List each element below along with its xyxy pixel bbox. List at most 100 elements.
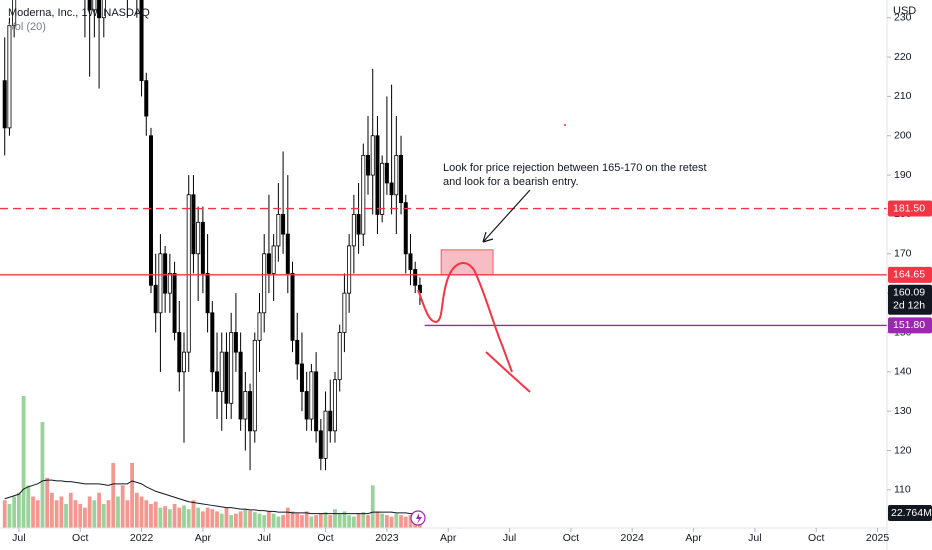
volume-bar (167, 509, 172, 528)
annotation-line: Look for price rejection between 165-170… (443, 162, 707, 174)
candle-body (219, 351, 224, 392)
candle-body (224, 351, 229, 404)
volume-bar (285, 507, 290, 528)
volume-bar (257, 513, 262, 528)
candle-body (200, 221, 205, 274)
candle-body (403, 202, 408, 255)
volume-pane (2, 396, 422, 528)
volume-ma (4, 479, 420, 515)
y-tick-label: 220 (894, 51, 912, 63)
y-tick-label: 170 (894, 248, 912, 260)
x-tick-label: Jul (748, 532, 761, 544)
level-label: 164.65 (893, 269, 925, 281)
candle-body (186, 194, 191, 353)
candle-body (229, 332, 234, 404)
level-label-box (888, 200, 932, 217)
y-tick-label: 110 (894, 484, 911, 496)
volume-bar (40, 422, 45, 528)
volume-bar (7, 503, 12, 528)
candle-body (144, 80, 149, 117)
volume-bar (403, 516, 408, 528)
annotation-arrow (482, 189, 531, 243)
volume-bar (342, 511, 347, 528)
candle-body (12, 0, 17, 26)
x-tick-label: Oct (808, 532, 824, 544)
candle-body (163, 253, 168, 294)
volume-bar (276, 516, 281, 528)
candle-body (389, 182, 394, 196)
annotation-line: and look for a bearish entry. (443, 176, 579, 188)
volume-bar (384, 515, 389, 528)
y-tick-label: 140 (894, 366, 912, 378)
candle-body (238, 351, 243, 420)
candle-body (276, 214, 281, 247)
candle-body (394, 155, 399, 196)
y-tick-label: 190 (894, 169, 912, 181)
candle-body (153, 284, 158, 314)
candle-body (191, 194, 196, 255)
volume-bar (196, 507, 201, 528)
candle-body (97, 0, 102, 19)
volume-bar (134, 492, 139, 528)
volume-bar (172, 503, 177, 528)
volume-bar (2, 500, 7, 528)
volume-bar (262, 515, 267, 528)
candle-body (248, 391, 253, 432)
candle-body (285, 233, 290, 274)
candle-body (139, 0, 144, 82)
candle-body (210, 312, 215, 373)
price-pane (0, 0, 887, 471)
volume-bar (309, 516, 314, 528)
candle-body (304, 391, 309, 420)
volume-bar (200, 511, 205, 528)
volume-bar (182, 505, 186, 528)
candle-body (347, 245, 352, 294)
candle-body (172, 273, 177, 333)
zone (440, 249, 494, 276)
volume-bar (186, 509, 191, 528)
candle-body (332, 379, 337, 432)
candle-body (309, 371, 314, 420)
x-tick-label: 2025 (866, 532, 890, 544)
candle-body (399, 155, 404, 204)
candle-body (342, 292, 347, 333)
volume-bar (31, 496, 35, 528)
volume-bar (333, 509, 337, 528)
volume-bar (92, 500, 97, 528)
volume-bar (177, 507, 182, 528)
candle-body (384, 162, 389, 184)
candle-body (87, 0, 92, 11)
candle-body (366, 155, 371, 176)
volume-bar (158, 507, 163, 528)
volume-bar (318, 513, 323, 528)
last-price: 160.09 (893, 287, 925, 299)
y-tick-label: 200 (894, 130, 912, 142)
volume-bar (125, 500, 130, 528)
volume-bar (408, 515, 413, 528)
volume-bar (300, 515, 304, 528)
dot (564, 124, 566, 126)
candle-body (328, 410, 333, 432)
volume-bar (347, 515, 352, 528)
y-tick-label: 130 (894, 405, 912, 417)
volume-bar (234, 513, 238, 528)
candle-body (243, 391, 248, 420)
x-tick-label: Apr (195, 532, 212, 544)
event-bolt (416, 513, 422, 524)
volume-bar (78, 503, 83, 528)
volume-bar (267, 511, 271, 528)
candle-body (205, 273, 210, 314)
volume-bar (361, 512, 366, 528)
volume-bar (290, 511, 295, 528)
volume-bar (191, 500, 196, 528)
candle-body (370, 135, 375, 176)
symbol-title: Moderna, Inc., 1W, NASDAQ (8, 7, 150, 19)
candle-body (281, 214, 286, 235)
volume-bar (163, 506, 168, 528)
volume-bar (271, 513, 276, 528)
candle-body (351, 214, 356, 247)
volume-bar (314, 515, 319, 528)
candle-body (252, 339, 257, 432)
candle-body (92, 0, 97, 11)
candle-body (266, 253, 271, 274)
